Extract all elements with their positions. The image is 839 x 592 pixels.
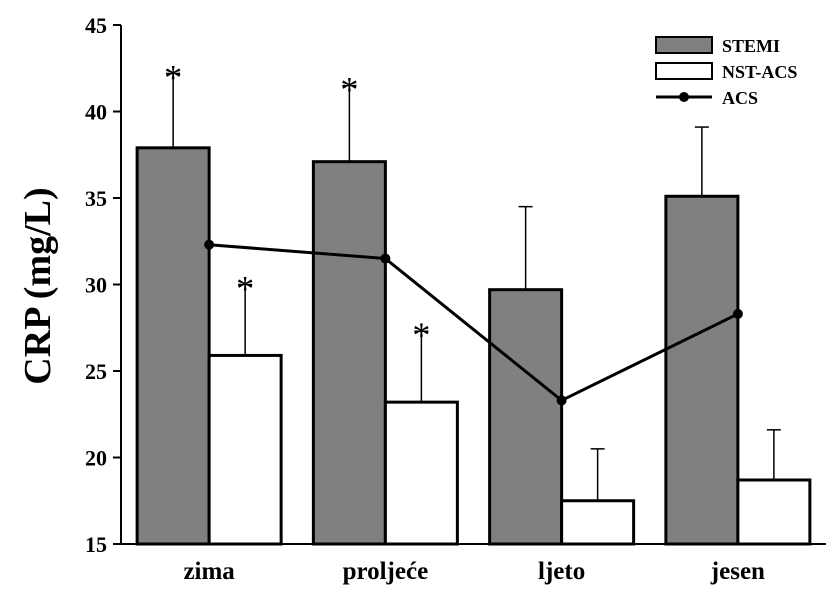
y-tick-label: 45	[85, 13, 107, 38]
x-category-label: proljeće	[343, 558, 429, 585]
y-tick-label: 40	[85, 100, 107, 125]
legend-swatch	[655, 36, 713, 54]
bar-stemi	[664, 194, 740, 546]
legend-label: NST-ACS	[722, 62, 797, 82]
plot-area: * * * * 15 20 25 30 35 40 45 zima proljeće ljeto jesen	[85, 13, 826, 585]
acs-point	[204, 239, 215, 250]
y-tick-label: 35	[85, 186, 107, 211]
significance-marker: *	[412, 315, 430, 355]
bar-nst-acs	[560, 499, 636, 546]
bar-nst-acs	[207, 353, 283, 546]
bar-nst-acs	[383, 400, 459, 546]
acs-point	[380, 253, 391, 264]
bar-stemi	[311, 160, 387, 546]
x-category-label: ljeto	[538, 558, 585, 585]
bar-stemi	[135, 146, 211, 546]
bar-nst-acs	[736, 478, 812, 546]
legend: STEMI NST-ACS ACS	[655, 36, 797, 108]
y-axis-label: CRP (mg/L)	[17, 187, 59, 384]
x-category-label: zima	[183, 558, 235, 585]
significance-marker: *	[340, 70, 358, 110]
acs-point	[556, 395, 567, 406]
y-tick-label: 25	[85, 359, 107, 384]
y-tick-label: 20	[85, 446, 107, 471]
legend-swatch	[655, 62, 713, 80]
y-tick-label: 15	[85, 532, 107, 557]
legend-label: ACS	[722, 88, 758, 108]
significance-marker: *	[236, 269, 254, 309]
legend-marker	[679, 92, 689, 102]
legend-label: STEMI	[722, 36, 780, 56]
y-tick-label: 30	[85, 273, 107, 298]
significance-marker: *	[164, 57, 182, 97]
bar-stemi	[488, 288, 564, 546]
acs-point	[732, 308, 743, 319]
acs-line	[209, 243, 739, 403]
x-category-label: jesen	[710, 558, 765, 585]
